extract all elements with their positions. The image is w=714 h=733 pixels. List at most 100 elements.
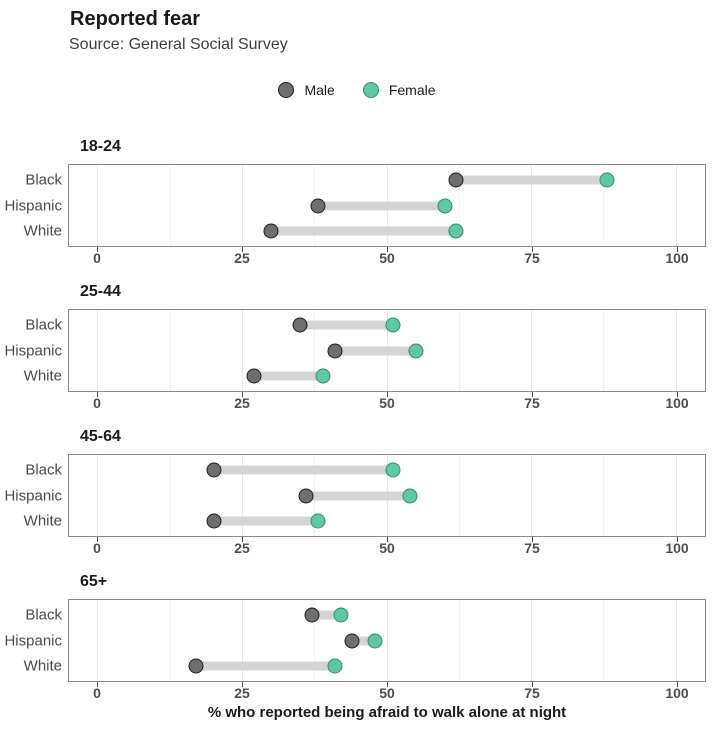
panel-row-65plus: Black Hispanic White <box>4 599 706 682</box>
dumbbell-connector <box>306 491 411 500</box>
female-dot <box>333 607 349 623</box>
female-dot <box>367 633 383 648</box>
x-tick-mark <box>531 682 533 687</box>
facet-title-18-24: 18-24 <box>80 138 121 155</box>
dumbbell-connector <box>300 320 393 330</box>
x-tick-label: 25 <box>234 395 250 411</box>
x-tick-label: 75 <box>524 250 540 266</box>
x-tick-mark <box>96 682 98 687</box>
x-axis-ticks-18-24: 0 25 50 75 100 <box>68 247 706 266</box>
plot-panel-25-44 <box>68 309 706 392</box>
x-axis-ticks-25-44: 0 25 50 75 100 <box>68 392 706 411</box>
gridline-major <box>531 310 533 391</box>
male-dot <box>188 658 204 674</box>
gridline-minor <box>169 600 171 681</box>
gridline-minor <box>458 165 460 246</box>
gridline-major <box>675 600 677 681</box>
male-dot <box>206 513 222 529</box>
y-axis-labels: Black Hispanic White <box>4 164 68 247</box>
row-label-white: White <box>23 367 62 385</box>
x-tick-mark <box>241 392 243 397</box>
gridline-major <box>241 310 243 391</box>
gridline-major <box>97 455 99 536</box>
gridline-minor <box>314 600 316 681</box>
gridline-major <box>531 455 533 536</box>
x-tick-label: 75 <box>524 540 540 556</box>
dumbbell-connector <box>213 465 393 475</box>
row-label-white: White <box>23 657 62 675</box>
x-tick-mark <box>241 537 243 542</box>
panel-row-25-44: Black Hispanic White <box>4 309 706 392</box>
dumbbell-connector <box>196 661 335 671</box>
gridline-minor <box>458 455 460 536</box>
female-dot <box>408 343 424 358</box>
x-tick-mark <box>96 247 98 252</box>
gridline-major <box>241 455 243 536</box>
row-label-black: Black <box>25 461 62 479</box>
row-label-hispanic: Hispanic <box>4 487 62 504</box>
x-tick-mark <box>531 537 533 542</box>
gridline-major <box>97 600 99 681</box>
dumbbell-connector <box>311 610 341 620</box>
female-dot <box>327 658 343 674</box>
dumbbell-connector <box>352 636 376 645</box>
x-tick-label: 75 <box>524 395 540 411</box>
x-tick-label: 100 <box>665 685 689 701</box>
gridline-major <box>675 310 677 391</box>
dumbbell-connector <box>334 346 416 355</box>
y-axis-labels: Black Hispanic White <box>4 454 68 537</box>
female-dot <box>315 368 331 384</box>
facet-title-65plus: 65+ <box>80 573 108 590</box>
female-dot-icon <box>362 82 379 98</box>
x-tick-label: 0 <box>93 395 101 411</box>
x-tick-mark <box>386 247 388 252</box>
gridline-minor <box>603 165 605 246</box>
panel-row-18-24: Black Hispanic White <box>4 164 706 247</box>
female-dot <box>310 513 326 529</box>
x-tick-label: 100 <box>665 540 689 556</box>
panel-row-45-64: Black Hispanic White <box>4 454 706 537</box>
x-tick-mark <box>531 247 533 252</box>
male-dot <box>292 317 308 333</box>
gridline-minor <box>458 310 460 391</box>
female-dot <box>599 172 615 188</box>
x-tick-mark <box>676 682 678 687</box>
dumbbell-connector <box>456 175 607 185</box>
x-tick-mark <box>676 392 678 397</box>
facet-65plus: 65+ Black Hispanic White 0 25 50 75 100 <box>4 571 706 701</box>
male-dot <box>206 462 222 478</box>
gridline-minor <box>314 310 316 391</box>
gridline-minor <box>169 310 171 391</box>
female-dot <box>385 462 401 478</box>
female-dot <box>385 317 401 333</box>
x-tick-label: 0 <box>93 250 101 266</box>
gridline-minor <box>603 455 605 536</box>
facet-container: 18-24 Black Hispanic White 0 25 50 75 100 25-44 Bl… <box>4 136 706 701</box>
x-tick-mark <box>676 537 678 542</box>
legend-label-female: Female <box>388 82 436 98</box>
male-dot <box>448 172 464 188</box>
gridline-major <box>97 310 99 391</box>
x-tick-mark <box>386 537 388 542</box>
chart-subtitle: Source: General Social Survey <box>69 36 288 53</box>
facet-25-44: 25-44 Black Hispanic White 0 25 50 75 100 <box>4 281 706 411</box>
x-tick-label: 0 <box>93 540 101 556</box>
male-dot <box>304 607 320 623</box>
dumbbell-connector <box>317 201 445 210</box>
row-label-hispanic: Hispanic <box>4 197 62 214</box>
x-tick-mark <box>386 682 388 687</box>
plot-panel-45-64 <box>68 454 706 537</box>
x-tick-label: 50 <box>379 250 395 266</box>
plot-panel-65plus <box>68 599 706 682</box>
x-tick-mark <box>241 247 243 252</box>
y-axis-labels: Black Hispanic White <box>4 599 68 682</box>
row-label-hispanic: Hispanic <box>4 632 62 649</box>
row-label-hispanic: Hispanic <box>4 342 62 359</box>
chart-title: Reported fear <box>70 8 201 30</box>
facet-18-24: 18-24 Black Hispanic White 0 25 50 75 100 <box>4 136 706 266</box>
gridline-major <box>531 600 533 681</box>
legend: Male Female <box>8 80 706 100</box>
x-axis-ticks-65plus: 0 25 50 75 100 <box>68 682 706 701</box>
x-tick-label: 0 <box>93 685 101 701</box>
x-tick-label: 50 <box>379 540 395 556</box>
